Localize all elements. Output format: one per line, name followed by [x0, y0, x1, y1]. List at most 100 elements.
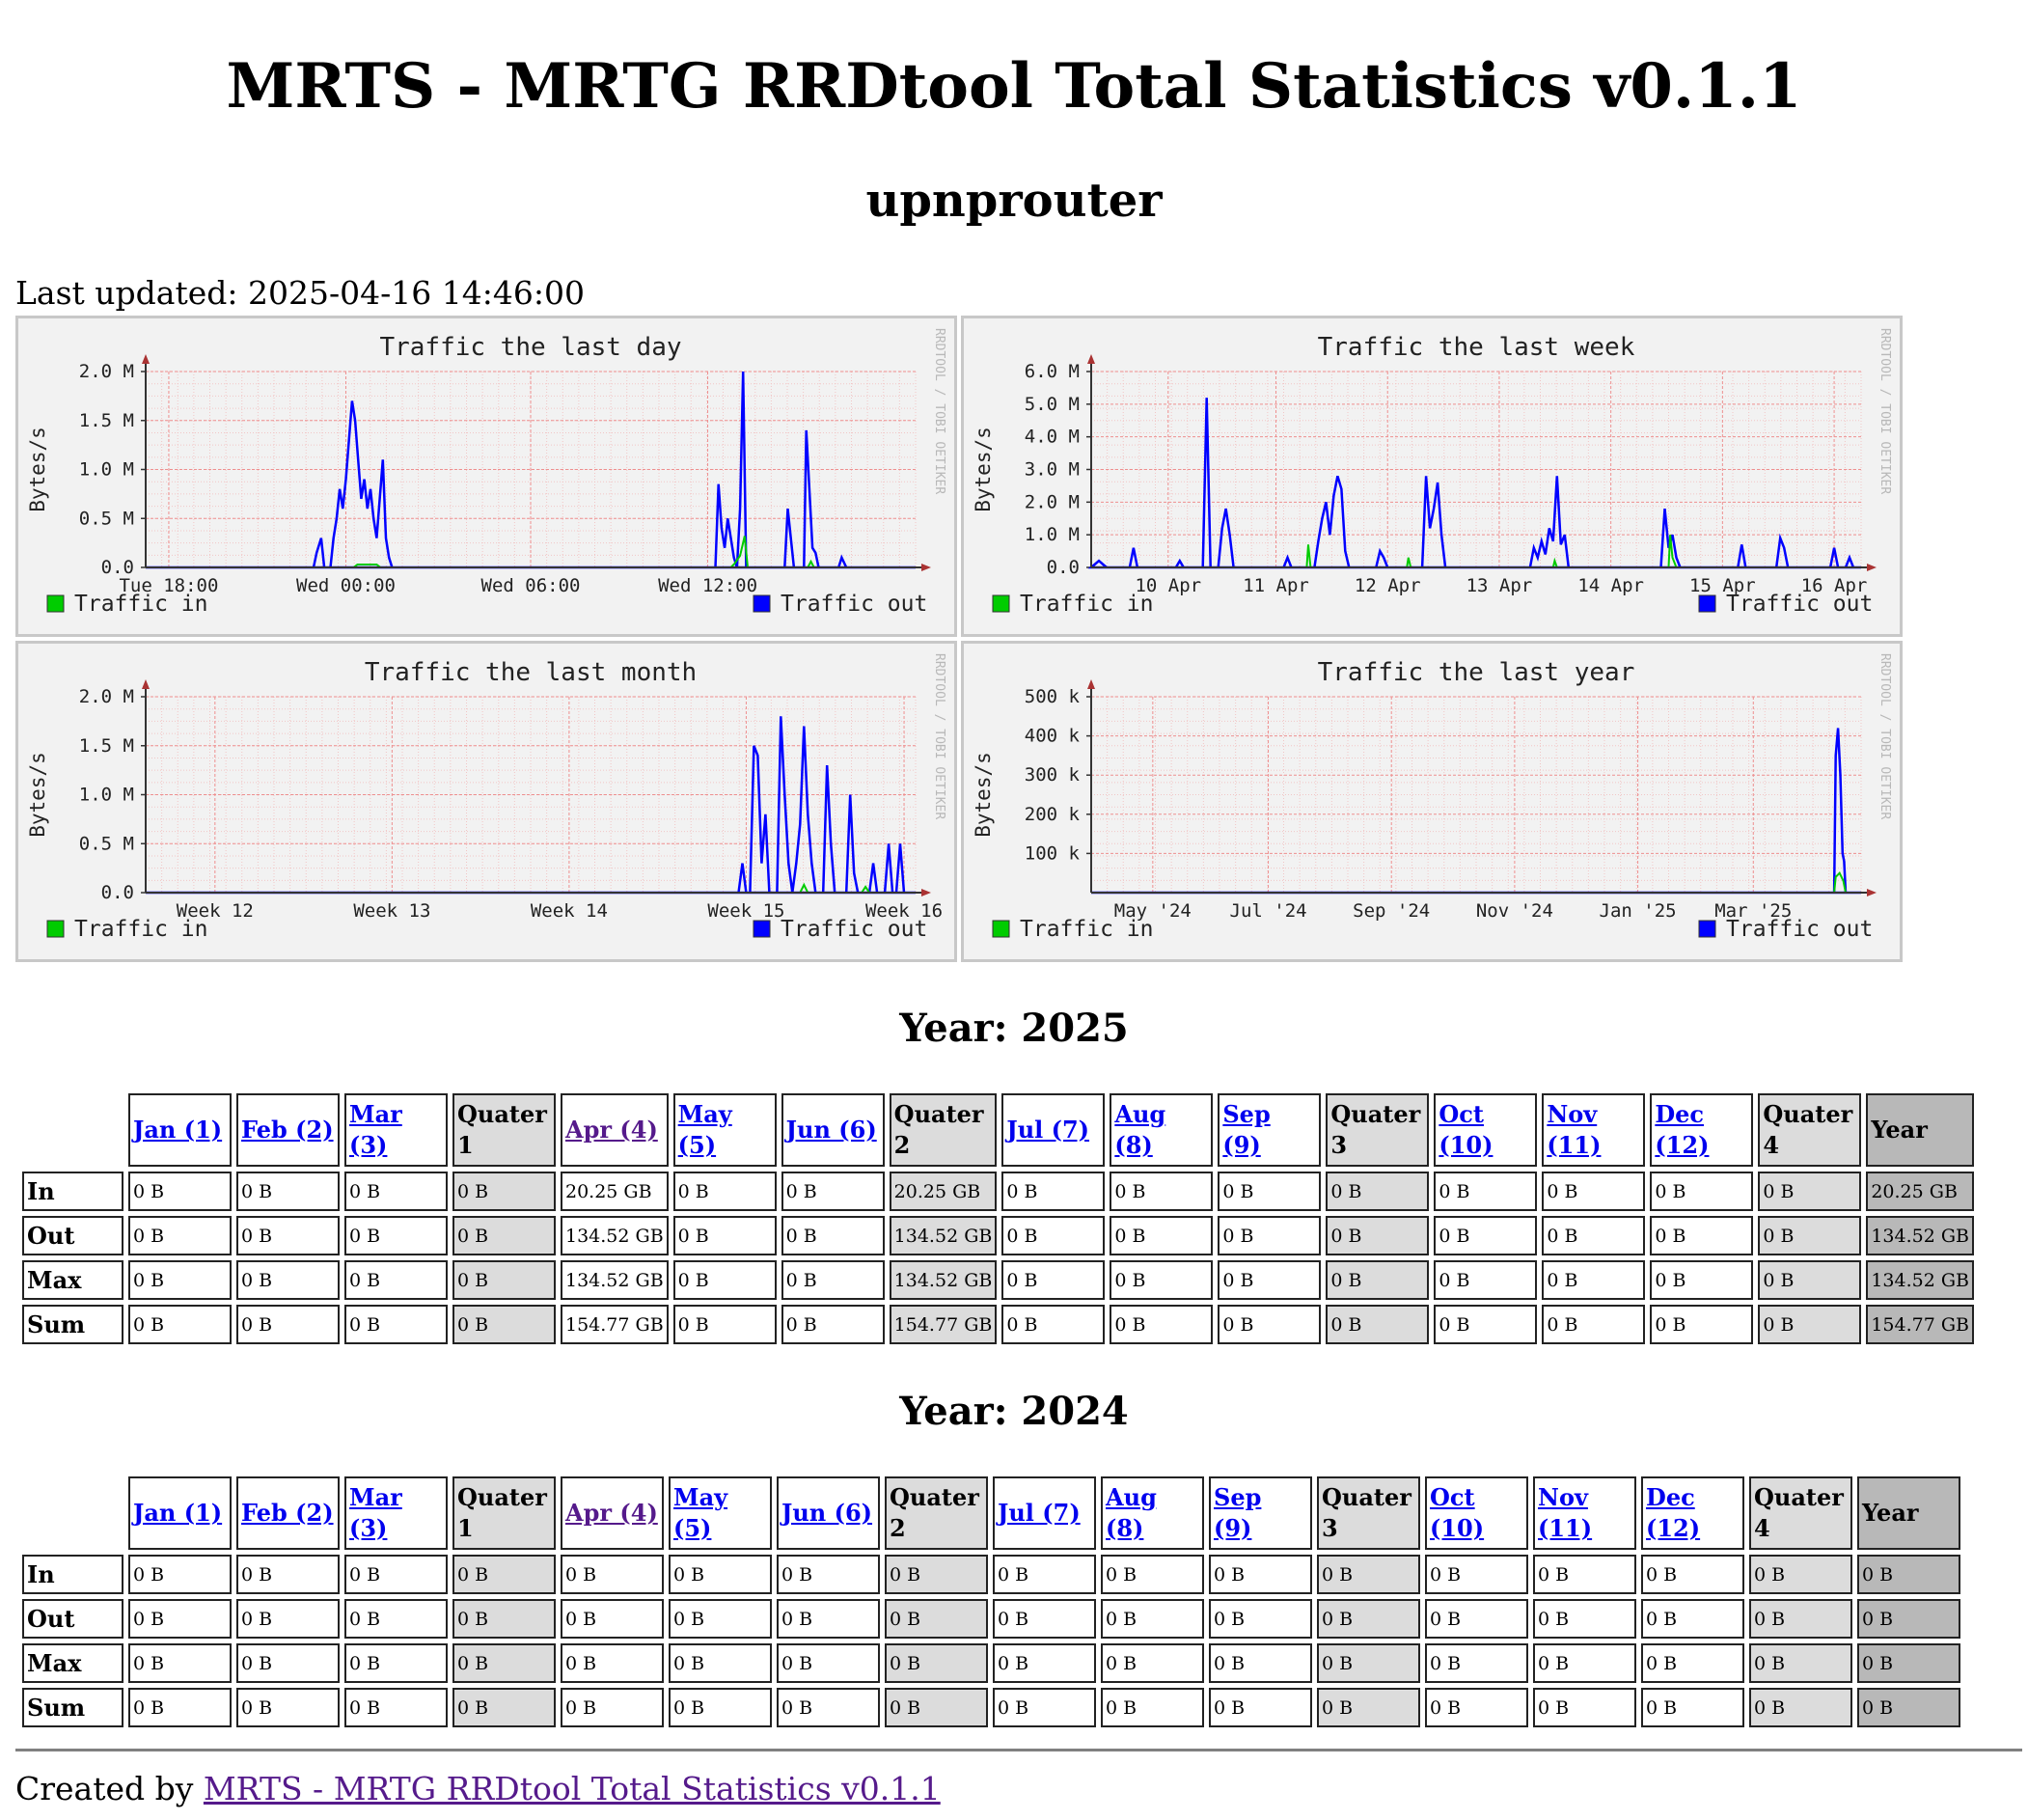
month-header: Jan (1) [128, 1093, 232, 1167]
month-cell: 0 B [561, 1643, 664, 1683]
quarter-header: Quater 3 [1326, 1093, 1430, 1167]
x-axis-arrow [1867, 889, 1877, 896]
y-tick-label: 2.0 M [79, 686, 134, 707]
month-cell: 0 B [1110, 1216, 1214, 1255]
legend-swatch-out [753, 594, 771, 613]
month-cell: 0 B [344, 1172, 448, 1211]
quarter-cell: 134.52 GB [889, 1216, 998, 1255]
month-link[interactable]: Aug (8) [1106, 1483, 1157, 1542]
month-cell: 134.52 GB [561, 1260, 669, 1300]
month-link[interactable]: Jun (6) [785, 1116, 877, 1144]
month-link[interactable]: May (5) [673, 1483, 728, 1542]
quarter-cell: 0 B [1758, 1305, 1862, 1344]
month-header: Sep (9) [1209, 1476, 1312, 1550]
month-cell: 20.25 GB [561, 1172, 669, 1211]
month-cell: 0 B [1425, 1599, 1528, 1639]
watermark: RRDTOOL / TOBI OETIKER [1877, 653, 1892, 819]
month-link[interactable]: Nov (11) [1547, 1100, 1602, 1159]
month-link[interactable]: Mar (3) [349, 1100, 402, 1159]
month-cell: 0 B [128, 1260, 232, 1300]
x-tick-label: May '24 [1114, 900, 1192, 922]
x-tick-label: 14 Apr [1577, 575, 1644, 596]
quarter-cell: 0 B [1317, 1599, 1420, 1639]
month-link[interactable]: Jul (7) [998, 1499, 1081, 1527]
month-link[interactable]: Feb (2) [241, 1499, 334, 1527]
month-link[interactable]: Jun (6) [781, 1499, 873, 1527]
y-tick-label: 1.5 M [79, 410, 134, 431]
month-link[interactable]: Jul (7) [1006, 1116, 1090, 1144]
month-cell: 0 B [128, 1305, 232, 1344]
month-link[interactable]: Aug (8) [1114, 1100, 1166, 1159]
quarter-cell: 0 B [1749, 1688, 1852, 1727]
month-cell: 0 B [561, 1688, 664, 1727]
quarter-header: Quater 1 [452, 1476, 556, 1550]
month-link[interactable]: Sep (9) [1222, 1100, 1271, 1159]
month-link[interactable]: Dec (12) [1646, 1483, 1701, 1542]
quarter-cell: 134.52 GB [889, 1260, 998, 1300]
month-link[interactable]: Apr (4) [565, 1116, 658, 1144]
legend-label-in: Traffic in [74, 592, 207, 617]
quarter-cell: 0 B [452, 1688, 556, 1727]
month-link[interactable]: Sep (9) [1214, 1483, 1262, 1542]
month-link[interactable]: Oct (10) [1439, 1100, 1494, 1159]
month-cell: 0 B [1533, 1599, 1636, 1639]
row-label: Out [22, 1599, 123, 1639]
quarter-cell: 0 B [1758, 1260, 1862, 1300]
month-link[interactable]: Feb (2) [241, 1116, 334, 1144]
graph-day: Traffic the last day 0.0 0.5 M 1.0 M 1.5 M 2.… [15, 316, 957, 637]
quarter-cell: 0 B [1326, 1305, 1430, 1344]
y-tick-label: 2.0 M [1025, 491, 1080, 512]
month-link[interactable]: May (5) [677, 1100, 732, 1159]
month-cell: 0 B [1641, 1688, 1744, 1727]
x-tick-label: Wed 00:00 [296, 575, 396, 596]
x-tick-label: 10 Apr [1135, 575, 1201, 596]
year-header: Year [1866, 1093, 1975, 1167]
quarter-cell: 0 B [452, 1216, 556, 1255]
month-link[interactable]: Apr (4) [565, 1499, 658, 1527]
y-tick-label: 300 k [1025, 764, 1081, 786]
month-cell: 0 B [344, 1555, 448, 1594]
y-tick-label: 4.0 M [1025, 427, 1080, 448]
quarter-cell: 0 B [885, 1643, 988, 1683]
month-link[interactable]: Mar (3) [349, 1483, 402, 1542]
month-link[interactable]: Oct (10) [1430, 1483, 1485, 1542]
row-label: In [22, 1172, 123, 1211]
month-cell: 0 B [1434, 1305, 1538, 1344]
month-link[interactable]: Jan (1) [133, 1499, 223, 1527]
y-tick-label: 500 k [1025, 686, 1081, 707]
row-label: In [22, 1555, 123, 1594]
month-cell: 0 B [561, 1599, 664, 1639]
footer-link[interactable]: MRTS - MRTG RRDtool Total Statistics v0.… [203, 1770, 941, 1807]
row-label: Out [22, 1216, 123, 1255]
x-axis-arrow [1867, 564, 1877, 571]
series-traffic-out [146, 716, 916, 895]
legend-swatch-out [1698, 594, 1716, 613]
month-cell: 0 B [344, 1643, 448, 1683]
y-tick-label: 1.0 M [1025, 524, 1080, 545]
watermark: RRDTOOL / TOBI OETIKER [932, 328, 946, 494]
x-tick-label: Jan '25 [1600, 900, 1677, 922]
table-header-row: Jan (1) Feb (2) Mar (3) Quater 1 Apr (4) May … [22, 1093, 1975, 1167]
month-header: Nov (11) [1533, 1476, 1636, 1550]
quarter-cell: 0 B [1749, 1599, 1852, 1639]
month-link[interactable]: Dec (12) [1655, 1100, 1710, 1159]
quarter-cell: 0 B [1749, 1555, 1852, 1594]
month-header: Mar (3) [344, 1093, 448, 1167]
quarter-cell: 0 B [452, 1555, 556, 1594]
month-cell: 0 B [781, 1305, 885, 1344]
quarter-header: Quater 2 [889, 1093, 998, 1167]
quarter-cell: 0 B [1749, 1643, 1852, 1683]
month-link[interactable]: Nov (11) [1538, 1483, 1593, 1542]
month-link[interactable]: Jan (1) [133, 1116, 223, 1144]
quarter-cell: 0 B [452, 1305, 556, 1344]
chart-title: Traffic the last day [379, 333, 681, 362]
x-tick-label: Week 12 [177, 900, 254, 922]
month-cell: 0 B [1209, 1688, 1312, 1727]
y-axis-arrow [1087, 354, 1095, 364]
year-total-cell: 0 B [1857, 1688, 1960, 1727]
month-header: Dec (12) [1650, 1093, 1754, 1167]
legend-swatch-in [992, 920, 1010, 938]
